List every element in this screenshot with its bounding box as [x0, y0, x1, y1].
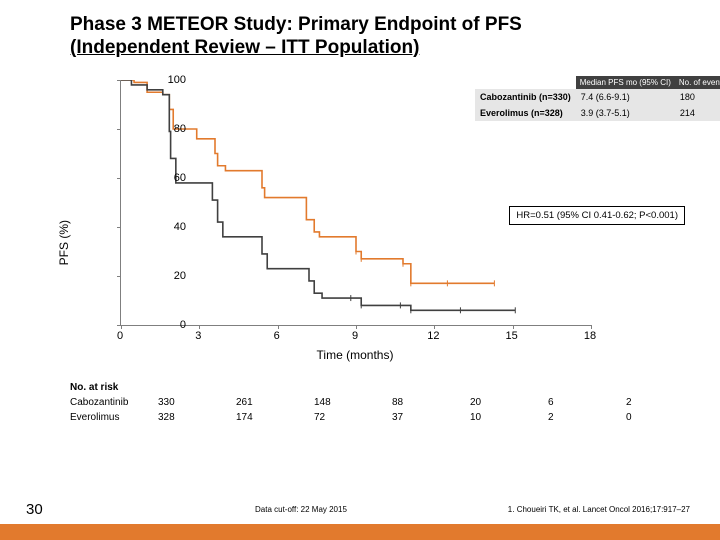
- x-tick: 6: [274, 330, 280, 342]
- y-axis-label: PFS (%): [57, 220, 71, 265]
- x-tick: 18: [584, 330, 596, 342]
- title-line-2: (Independent Review – ITT Population): [70, 37, 419, 58]
- hazard-ratio-box: HR=0.51 (95% CI 0.41-0.62; P<0.001): [509, 206, 685, 225]
- y-tick: 20: [156, 270, 186, 282]
- legend-arm-0: Cabozantinib (n=330): [475, 89, 576, 105]
- slide-title: Phase 3 METEOR Study: Primary Endpoint o…: [70, 14, 650, 60]
- x-tick: 0: [117, 330, 123, 342]
- citation: 1. Choueiri TK, et al. Lancet Oncol 2016…: [508, 505, 690, 514]
- page-number: 30: [26, 501, 43, 518]
- y-tick: 40: [156, 221, 186, 233]
- data-cutoff: Data cut-off: 22 May 2015: [255, 505, 347, 514]
- x-tick: 3: [195, 330, 201, 342]
- km-chart: PFS (%) Time (months) Median PFS mo (95%…: [70, 80, 660, 360]
- risk-title: No. at risk: [70, 382, 704, 393]
- x-tick: 9: [352, 330, 358, 342]
- x-tick: 12: [427, 330, 439, 342]
- numbers-at-risk: No. at risk Cabozantinib 330 261 148 88 …: [70, 382, 704, 425]
- x-axis-label: Time (months): [120, 348, 590, 362]
- table-row: Everolimus 328 174 72 37 10 2 0: [70, 410, 704, 425]
- title-line-1: Phase 3 METEOR Study: Primary Endpoint o…: [70, 14, 522, 35]
- y-tick: 0: [156, 319, 186, 331]
- legend-hdr-median: Median PFS mo (95% CI): [576, 76, 675, 89]
- risk-table: Cabozantinib 330 261 148 88 20 6 2 Evero…: [70, 395, 704, 425]
- legend-table: Median PFS mo (95% CI)No. of events Cabo…: [475, 76, 720, 121]
- footer-bar: [0, 524, 720, 540]
- legend-arm-1: Everolimus (n=328): [475, 105, 576, 121]
- legend-hdr-events: No. of events: [675, 76, 720, 89]
- y-tick: 80: [156, 123, 186, 135]
- y-tick: 60: [156, 172, 186, 184]
- table-row: Cabozantinib 330 261 148 88 20 6 2: [70, 395, 704, 410]
- y-tick: 100: [156, 74, 186, 86]
- x-tick: 15: [506, 330, 518, 342]
